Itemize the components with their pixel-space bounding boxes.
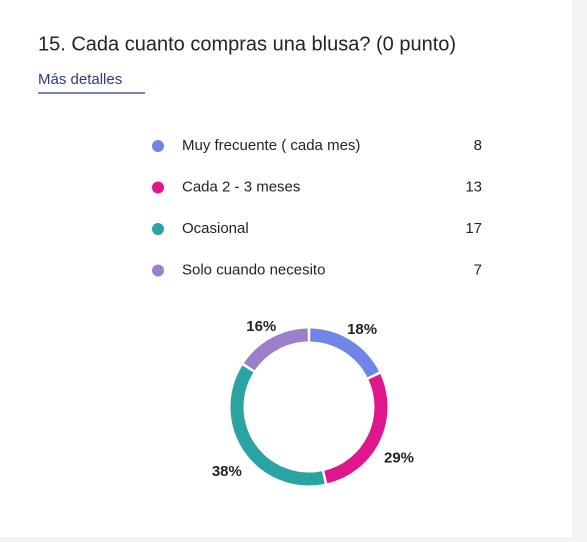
- details-link[interactable]: Más detalles: [38, 71, 122, 88]
- legend-label: Ocasional: [182, 220, 249, 237]
- donut-slice: [324, 374, 388, 484]
- legend-label: Cada 2 - 3 meses: [182, 178, 300, 195]
- chart: 15. Cada cuanto compras una blusa? (0 pu…: [38, 33, 482, 486]
- legend-count: 17: [465, 220, 482, 237]
- legend-dot: [152, 181, 164, 194]
- legend-count: 8: [474, 137, 482, 154]
- donut-slice: [243, 328, 309, 371]
- slice-label: 29%: [384, 450, 414, 467]
- legend-count: 7: [474, 261, 482, 278]
- slice-label: 38%: [212, 463, 242, 480]
- legend-dot: [152, 223, 164, 235]
- donut-slice: [230, 365, 325, 486]
- slice-label: 18%: [347, 321, 377, 338]
- legend-count: 13: [465, 178, 482, 195]
- slice-label: 16%: [246, 318, 276, 335]
- card: 15. Cada cuanto compras una blusa? (0 pu…: [0, 0, 572, 537]
- question-title: 15. Cada cuanto compras una blusa? (0 pu…: [38, 33, 456, 55]
- legend-dot: [152, 264, 164, 277]
- legend-label: Solo cuando necesito: [182, 261, 325, 278]
- legend-label: Muy frecuente ( cada mes): [182, 137, 360, 154]
- legend-dot: [152, 140, 164, 152]
- donut-slice: [309, 328, 380, 378]
